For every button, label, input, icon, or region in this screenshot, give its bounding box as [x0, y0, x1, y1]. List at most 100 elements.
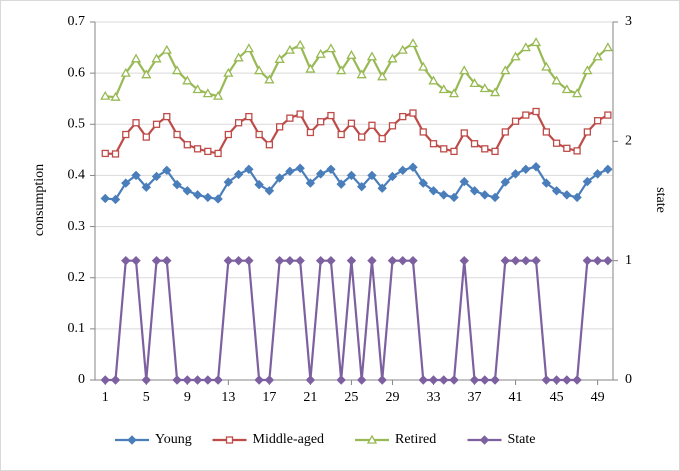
y-axis-label: consumption	[32, 164, 47, 236]
data-point	[285, 166, 295, 177]
x-tick-label: 13	[221, 390, 235, 405]
data-point	[449, 375, 459, 385]
data-point	[491, 147, 499, 156]
data-point	[182, 186, 193, 196]
data-point	[131, 170, 141, 181]
data-point	[264, 74, 275, 84]
data-point	[356, 181, 367, 192]
data-point	[449, 192, 459, 203]
data-point	[429, 140, 438, 148]
data-point	[409, 109, 417, 117]
data-point	[183, 141, 191, 149]
data-point	[481, 145, 489, 153]
data-point	[255, 130, 263, 139]
data-point	[582, 255, 593, 266]
data-point	[520, 42, 531, 52]
legend-label: State	[508, 432, 536, 447]
y-tick-label: 0.2	[68, 270, 86, 285]
data-point	[265, 141, 274, 149]
data-point	[582, 176, 593, 187]
data-point	[100, 375, 110, 385]
data-point	[490, 192, 500, 203]
data-point	[489, 87, 501, 97]
data-point	[152, 120, 161, 128]
data-point	[530, 37, 542, 47]
data-point	[337, 130, 345, 139]
data-point	[110, 194, 121, 205]
data-point	[480, 190, 490, 200]
data-point	[141, 69, 152, 79]
data-point	[132, 119, 140, 127]
data-point	[450, 147, 458, 156]
data-point	[418, 61, 429, 71]
data-point	[398, 165, 408, 176]
data-point	[162, 165, 172, 176]
data-point	[408, 255, 418, 266]
data-point	[571, 88, 583, 98]
data-point	[233, 169, 244, 180]
data-point	[551, 186, 562, 196]
data-point	[479, 83, 490, 93]
data-point	[275, 123, 284, 131]
data-point	[387, 255, 398, 266]
data-point	[387, 171, 398, 182]
data-point	[171, 65, 183, 75]
data-point	[448, 88, 460, 98]
data-point	[562, 375, 572, 385]
data-point	[367, 170, 377, 181]
data-point	[192, 190, 203, 200]
x-tick-label: 49	[591, 390, 605, 405]
data-point	[306, 128, 315, 137]
data-point	[122, 130, 130, 139]
x-tick-label: 5	[143, 390, 150, 405]
data-point	[418, 375, 428, 385]
data-point	[438, 84, 449, 94]
data-point	[172, 179, 182, 190]
data-point	[377, 375, 387, 385]
data-point	[541, 61, 552, 71]
y-tick-label: 0.7	[68, 14, 86, 29]
x-tick-label: 45	[550, 390, 564, 405]
data-point	[532, 107, 540, 116]
legend-label: Middle-aged	[253, 432, 325, 447]
data-point	[305, 63, 316, 73]
data-point	[193, 145, 202, 153]
data-point	[573, 147, 581, 155]
data-point	[592, 51, 603, 61]
data-point	[531, 255, 541, 266]
data-point	[245, 112, 253, 121]
data-point	[254, 375, 264, 385]
data-point	[592, 255, 603, 266]
data-point	[315, 48, 326, 58]
data-point	[100, 90, 111, 100]
data-point	[562, 190, 572, 200]
x-tick-label: 29	[385, 390, 399, 405]
data-point	[439, 190, 449, 200]
data-point	[111, 150, 120, 158]
data-point	[356, 69, 367, 79]
data-point	[563, 144, 571, 152]
y2-tick-label: 3	[625, 14, 632, 29]
data-point	[593, 117, 602, 125]
data-point	[182, 75, 193, 85]
data-point	[264, 375, 275, 385]
data-point	[284, 44, 296, 54]
data-point	[327, 111, 335, 120]
y-tick-label: 0.5	[68, 117, 86, 132]
data-point	[604, 111, 612, 119]
data-point	[398, 255, 408, 266]
data-point	[440, 145, 448, 153]
data-point	[223, 67, 234, 77]
data-point	[511, 117, 520, 125]
data-point	[522, 111, 530, 119]
data-point	[121, 178, 131, 188]
data-point	[151, 171, 162, 182]
data-point	[305, 178, 316, 188]
data-point	[274, 173, 285, 183]
data-point	[346, 255, 357, 266]
data-point	[500, 177, 511, 187]
data-point	[110, 91, 121, 101]
x-tick-label: 25	[344, 390, 358, 405]
data-point	[366, 51, 378, 61]
